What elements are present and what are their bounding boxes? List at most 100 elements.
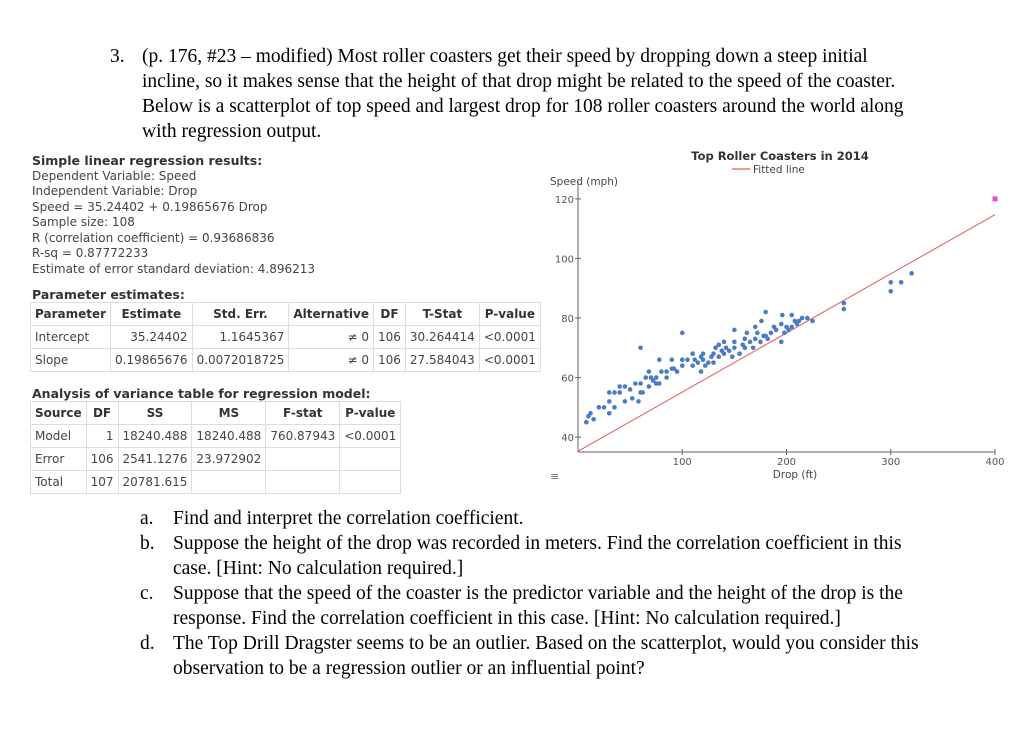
data-point	[679, 357, 685, 362]
data-point	[726, 348, 732, 354]
results-heading: Simple linear regression results:	[32, 153, 263, 168]
col-header: P-value	[478, 302, 541, 326]
data-point	[752, 336, 758, 342]
col-header: P-value	[339, 401, 402, 425]
data-point	[638, 345, 643, 351]
data-point	[778, 339, 784, 345]
data-point	[773, 327, 779, 333]
table-cell: Intercept	[29, 325, 112, 349]
data-point	[679, 363, 685, 368]
col-header: Source	[30, 401, 87, 425]
x-tick-label: 100	[673, 457, 692, 468]
data-point	[742, 345, 748, 351]
results-line: Speed = 35.24402 + 0.19865676 Drop	[32, 199, 268, 214]
data-point	[711, 360, 716, 365]
data-point	[789, 312, 795, 318]
data-point	[646, 384, 652, 389]
data-point	[685, 357, 690, 362]
table-cell: 27.584043	[404, 348, 480, 372]
parameter-table: Parameter Estimate Std. Err. Alternative…	[29, 302, 541, 372]
results-line: Independent Variable: Drop	[32, 184, 198, 198]
data-point	[763, 309, 768, 315]
y-tick-label: 100	[555, 254, 574, 265]
data-point	[646, 369, 652, 374]
data-point	[606, 410, 612, 416]
x-axis-label: Drop (ft)	[773, 469, 817, 481]
data-point	[695, 360, 701, 365]
data-point	[750, 345, 756, 351]
data-point	[659, 369, 664, 374]
data-point	[758, 339, 763, 345]
table-cell: <0.0001	[478, 325, 541, 349]
data-point	[650, 378, 656, 383]
data-point	[584, 419, 589, 425]
data-point	[612, 390, 617, 395]
data-point	[755, 330, 760, 336]
data-point	[782, 330, 787, 336]
table-cell: 760.87943	[265, 424, 341, 448]
data-point	[664, 369, 669, 374]
plot-area: 40 60 80 100 120 100 200 300 400	[555, 180, 1005, 468]
data-point	[679, 330, 685, 336]
data-point	[909, 271, 914, 276]
data-point	[805, 315, 810, 321]
question-text: Find and interpret the correlation coeff…	[173, 508, 524, 529]
table-header-row: Source DF SS MS F-stat P-value	[30, 401, 402, 425]
data-point	[606, 399, 612, 404]
table-header-row: Parameter Estimate Std. Err. Alternative…	[29, 302, 541, 326]
table-cell	[339, 447, 402, 471]
col-header: Std. Err.	[191, 302, 290, 326]
table-cell	[265, 470, 341, 494]
data-point	[591, 416, 596, 422]
table-cell: 0.19865676	[110, 348, 193, 372]
table-cell	[191, 470, 267, 494]
col-header: Parameter	[29, 302, 112, 326]
x-tick-label: 200	[777, 457, 796, 468]
data-point	[723, 345, 729, 351]
data-point	[664, 375, 669, 380]
data-point	[674, 369, 680, 374]
table-cell: 18240.488	[117, 424, 193, 448]
x-tick-label: 400	[985, 457, 1004, 468]
table-cell: 35.24402	[110, 325, 193, 349]
table-cell: 2541.1276	[117, 447, 193, 471]
data-point	[690, 363, 695, 368]
col-header: F-stat	[265, 401, 341, 425]
data-point	[643, 375, 649, 380]
question-item: c. Suppose that the speed of the coaster…	[140, 581, 920, 631]
data-point	[716, 354, 722, 360]
scatterplot: Top Roller Coasters in 2014 Fitted line …	[550, 149, 1005, 483]
menu-icon[interactable]: ≡	[550, 470, 559, 483]
x-tick-label: 300	[881, 457, 900, 468]
table-cell: 106	[373, 348, 406, 372]
col-header: SS	[117, 401, 193, 425]
data-point	[810, 318, 815, 324]
data-point	[778, 321, 784, 327]
question-letter: c.	[140, 583, 154, 604]
question-item: b. Suppose the height of the drop was re…	[140, 531, 920, 581]
question-item: a. Find and interpret the correlation co…	[140, 506, 920, 531]
data-point	[759, 318, 764, 324]
data-point	[732, 327, 737, 333]
problem-statement: 3. (p. 176, #23 – modified) Most roller …	[110, 44, 910, 144]
y-tick-label: 120	[555, 195, 574, 206]
results-line: Dependent Variable: Speed	[32, 168, 197, 183]
regression-results: Simple linear regression results: Depend…	[32, 153, 552, 277]
data-point	[606, 390, 612, 395]
legend-label: Fitted line	[753, 164, 805, 176]
data-point	[711, 351, 716, 357]
results-line: R (correlation coefficient) = 0.93686836	[32, 230, 275, 245]
table-cell	[265, 447, 341, 471]
problem-text: (p. 176, #23 – modified) Most roller coa…	[142, 46, 904, 142]
data-point	[786, 327, 791, 333]
table-row: Error 106 2541.1276 23.972902	[30, 447, 402, 471]
table-cell: 1	[85, 424, 119, 448]
data-point	[669, 357, 675, 362]
table-row: Intercept 35.24402 1.1645367 ≠ 0 106 30.…	[29, 325, 541, 349]
data-point	[721, 351, 727, 357]
data-point	[888, 279, 894, 285]
data-point	[716, 342, 722, 348]
data-point	[737, 351, 742, 357]
data-point	[898, 279, 904, 285]
col-header: DF	[85, 401, 119, 425]
